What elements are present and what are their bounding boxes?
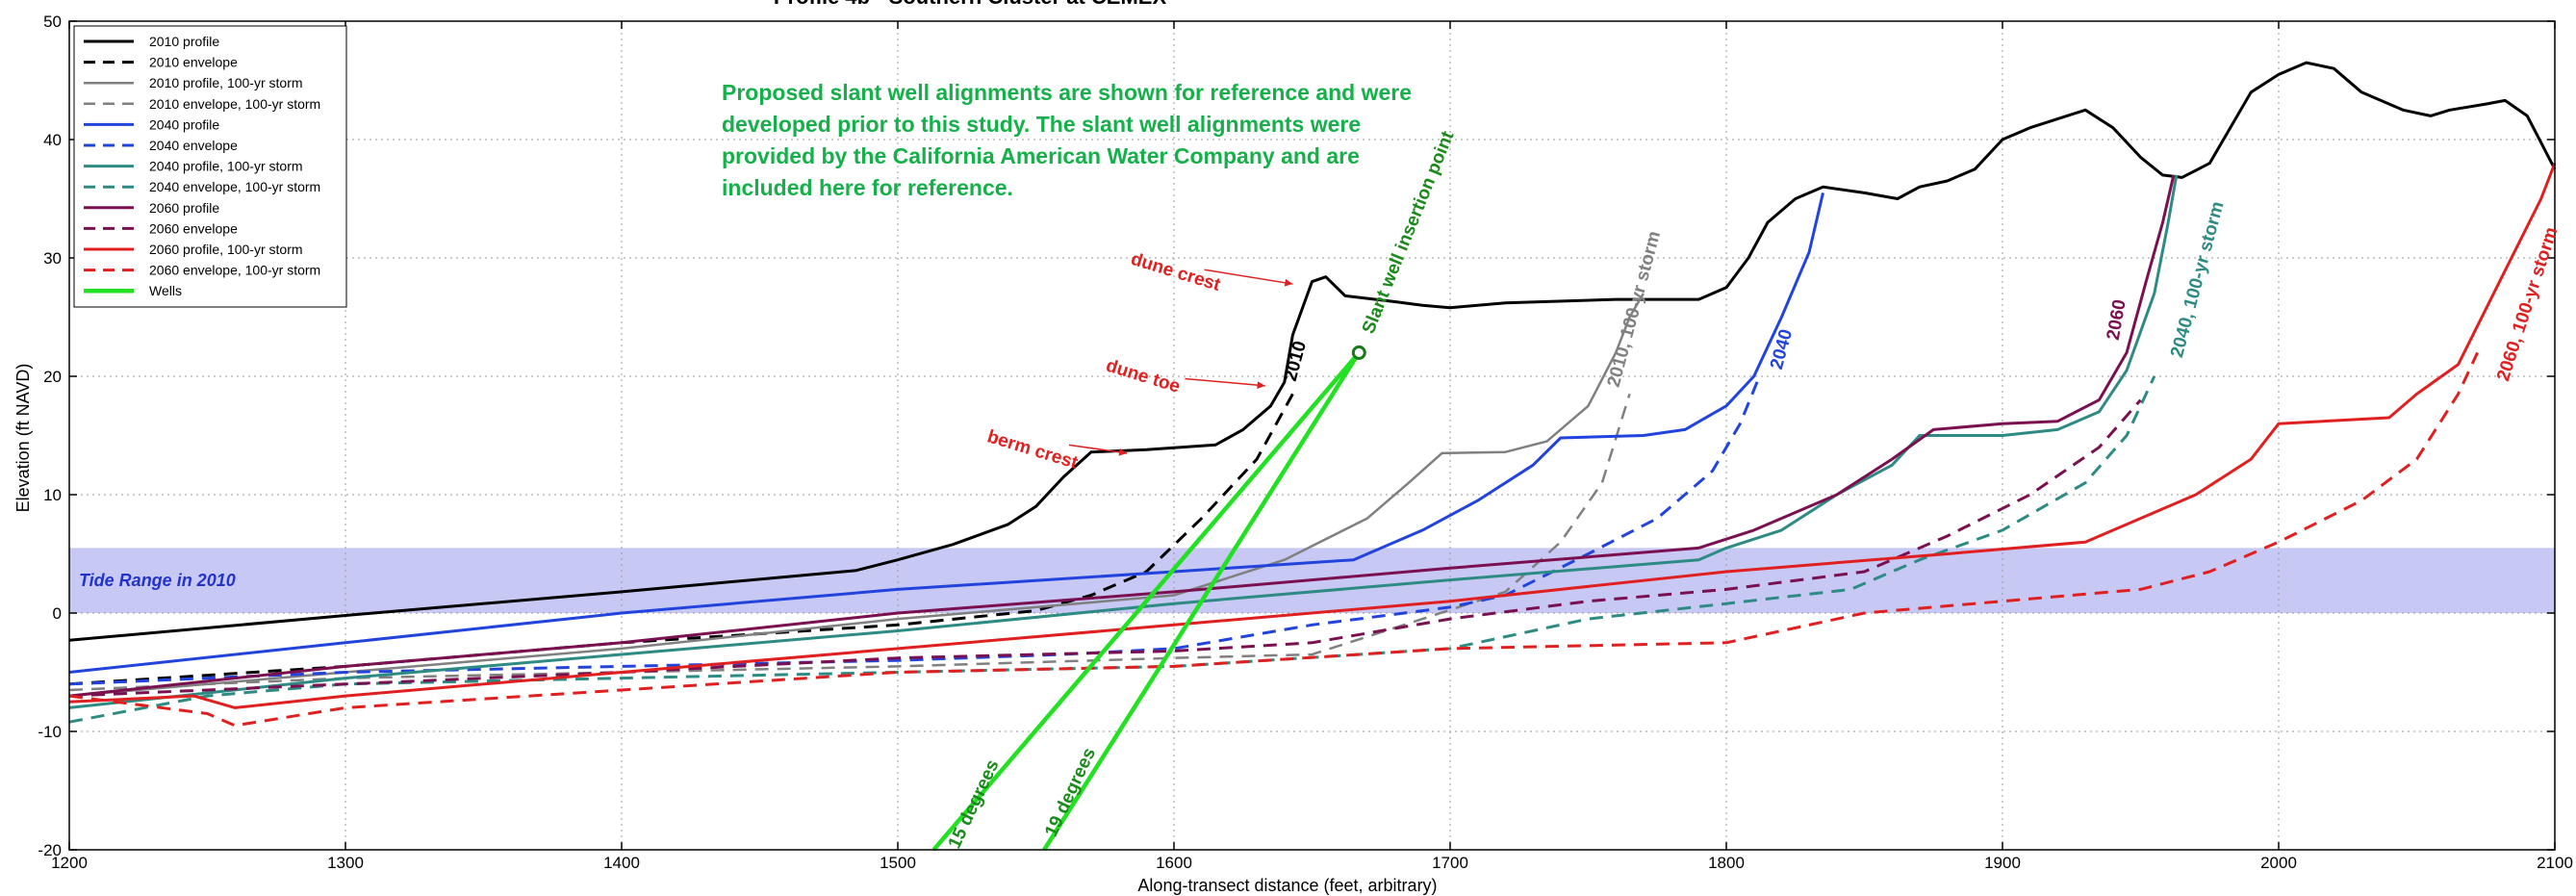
- annotation-arrow: [1204, 269, 1293, 285]
- series-line-2040-envelope: [68, 375, 1761, 686]
- series-line-2010-profile-100-yr-storm: [68, 293, 1645, 698]
- legend: 2010 profile 2010 envelope 2010 profile, 1…: [73, 25, 347, 308]
- slant-well-note: Proposed slant well alignments are shown…: [722, 80, 1413, 200]
- x-tick-label: 1800: [1708, 854, 1745, 872]
- x-tick-label: 1300: [327, 854, 364, 872]
- y-tick-label: 30: [43, 249, 62, 268]
- legend-entry: 2060 profile: [149, 200, 219, 216]
- series-inline-label: 2040: [1767, 327, 1797, 371]
- series-line-wells: [931, 350, 1362, 852]
- legend-entry: 2060 envelope, 100-yr storm: [149, 263, 320, 278]
- series-line-2060-profile-100-yr-storm: [68, 163, 2557, 709]
- series-line-2010-envelope-100-yr-storm: [68, 394, 1631, 692]
- annotation-arrowhead: [1118, 448, 1128, 456]
- series-line-wells-19deg: [1042, 351, 1362, 852]
- annotation-arrow: [1185, 377, 1265, 387]
- legend-entry: 2010 profile: [149, 34, 219, 49]
- series-inline-label: 19 degrees: [1041, 745, 1100, 840]
- y-axis-label: Elevation (ft NAVD): [13, 364, 33, 513]
- x-tick-label: 2100: [2537, 854, 2573, 872]
- series-line-2040-profile: [68, 192, 1824, 674]
- x-axis-label: Along-transect distance (feet, arbitrary…: [1137, 876, 1437, 895]
- series-line-2010-envelope: [68, 393, 1294, 686]
- series-line-2060-profile: [68, 174, 2176, 698]
- legend-entry: 2010 envelope, 100-yr storm: [149, 96, 320, 112]
- legend-entry: 2040 envelope: [149, 138, 238, 153]
- legend-entry: Wells: [149, 283, 182, 298]
- chart-title: Profile 4b - Southern Cluster at CEMEX: [774, 0, 1167, 9]
- series-inline-label: 2060, 100-yr storm: [2493, 224, 2563, 383]
- series-inline-label: 2060: [2104, 298, 2130, 342]
- legend-entry: 2060 envelope: [149, 220, 238, 236]
- series-inline-label: 2010: [1281, 339, 1311, 383]
- series-line-2060-envelope-100-yr-storm: [68, 351, 2479, 728]
- annotation-arrow: [1068, 444, 1128, 454]
- legend-entry: 2060 profile, 100-yr storm: [149, 242, 303, 257]
- y-tick-label: 0: [53, 604, 62, 623]
- series-lines: [68, 61, 2557, 852]
- y-tick-label: 50: [43, 13, 62, 31]
- well-insertion-marker: [1351, 345, 1366, 360]
- y-tick-label: -20: [38, 841, 62, 859]
- series-line-2040-envelope-100-yr-storm: [68, 375, 2156, 724]
- x-tick-label: 1600: [1156, 854, 1192, 872]
- x-tick-label: 1900: [1984, 854, 2021, 872]
- tide-range-label: Tide Range in 2010: [79, 571, 236, 590]
- series-line-2010-profile: [68, 61, 2557, 642]
- plot-frame: [68, 20, 2556, 851]
- annotation-label: dune toe: [1104, 356, 1183, 397]
- series-inline-label: 2040, 100-yr storm: [2167, 199, 2228, 360]
- annotation-arrowhead: [1284, 278, 1293, 287]
- legend-entry: 2040 profile: [149, 116, 219, 132]
- y-tick-label: 10: [43, 486, 62, 504]
- axes: 1200 1300 1400 1500 1600 1700 1800 1900 2000 2100…: [38, 13, 2572, 872]
- series-inline-label: 15 degrees: [945, 756, 1004, 852]
- x-tick-label: 1200: [51, 854, 88, 872]
- y-tick-label: 40: [43, 131, 62, 149]
- x-tick-label: 1500: [880, 854, 916, 872]
- y-tick-label: -10: [38, 723, 62, 741]
- legend-entry: 2010 profile, 100-yr storm: [149, 75, 303, 90]
- annotation-label: berm crest: [984, 426, 1081, 474]
- x-tick-label: 2000: [2260, 854, 2297, 872]
- x-tick-label: 1400: [603, 854, 640, 872]
- legend-entry: 2010 envelope: [149, 55, 238, 70]
- annotation-label: dune crest: [1129, 249, 1224, 295]
- legend-entry: 2040 profile, 100-yr storm: [149, 159, 303, 174]
- series-line-2060-envelope: [68, 398, 2142, 698]
- y-tick-label: 20: [43, 368, 62, 386]
- series-inline-label: 2010, 100-yr storm: [1604, 229, 1665, 390]
- x-tick-label: 1700: [1432, 854, 1468, 872]
- legend-entry: 2040 envelope, 100-yr storm: [149, 179, 320, 194]
- annotation-arrowhead: [1257, 381, 1265, 390]
